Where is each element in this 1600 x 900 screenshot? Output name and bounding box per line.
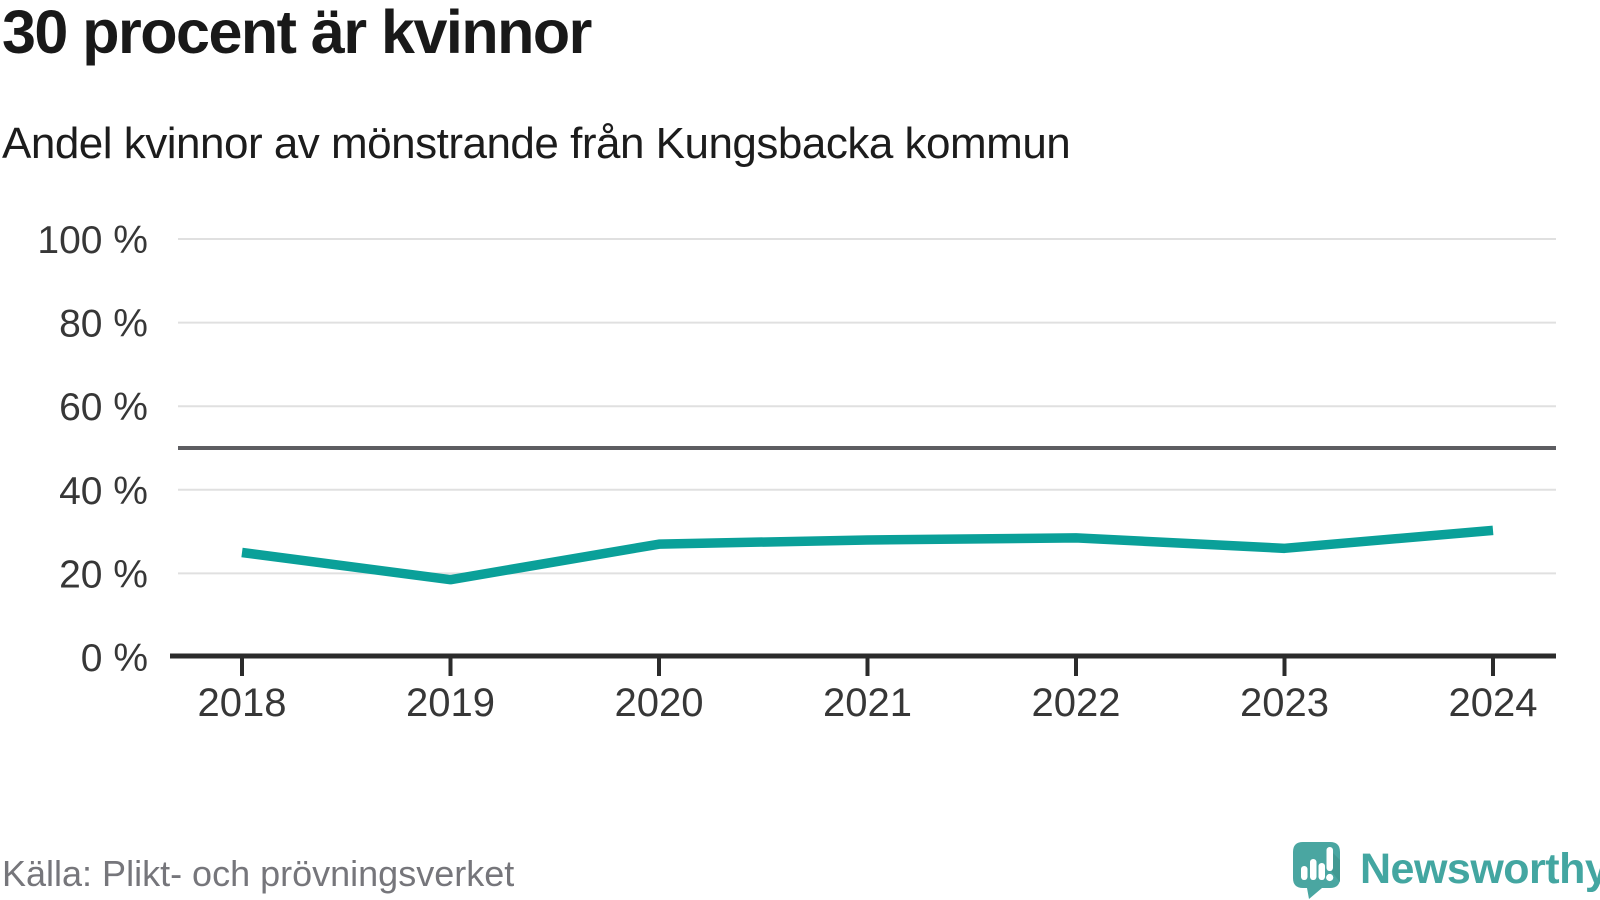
y-tick-label-60: 60 % <box>59 386 148 429</box>
x-tick-label-2018: 2018 <box>198 681 287 725</box>
newsworthy-brand: Newsworthy <box>1291 838 1600 900</box>
y-tick-label-80: 80 % <box>59 303 148 346</box>
chart-subtitle: Andel kvinnor av mönstrande från Kungsba… <box>2 119 1071 168</box>
x-tick-label-2024: 2024 <box>1449 681 1538 725</box>
chart-title: 30 procent är kvinnor <box>2 0 592 66</box>
x-tick-label-2023: 2023 <box>1240 681 1329 725</box>
data-line <box>241 525 1494 585</box>
logo-exclamation-bar <box>1326 847 1333 871</box>
newsworthy-logo-icon <box>1293 842 1340 899</box>
y-tick-label-40: 40 % <box>59 470 148 513</box>
logo-bar-large <box>1310 859 1317 880</box>
x-tick-label-2022: 2022 <box>1032 681 1121 725</box>
y-tick-label-0: 0 % <box>81 637 148 680</box>
brand-name: Newsworthy <box>1360 845 1600 893</box>
logo-bar-small <box>1301 866 1308 880</box>
x-tick-label-2021: 2021 <box>823 681 912 725</box>
x-tick-label-2020: 2020 <box>615 681 704 725</box>
logo-bar-medium <box>1318 863 1325 880</box>
x-tick-label-2019: 2019 <box>406 681 495 725</box>
source-note: Källa: Plikt- och prövningsverket <box>2 853 515 894</box>
y-tick-label-100: 100 % <box>37 219 148 262</box>
y-tick-label-20: 20 % <box>59 553 148 596</box>
logo-exclamation-dot <box>1326 873 1334 882</box>
